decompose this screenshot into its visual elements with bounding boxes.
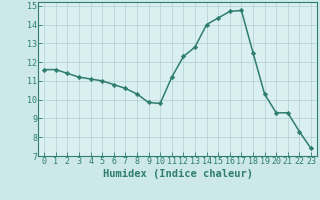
X-axis label: Humidex (Indice chaleur): Humidex (Indice chaleur) [103,169,252,179]
